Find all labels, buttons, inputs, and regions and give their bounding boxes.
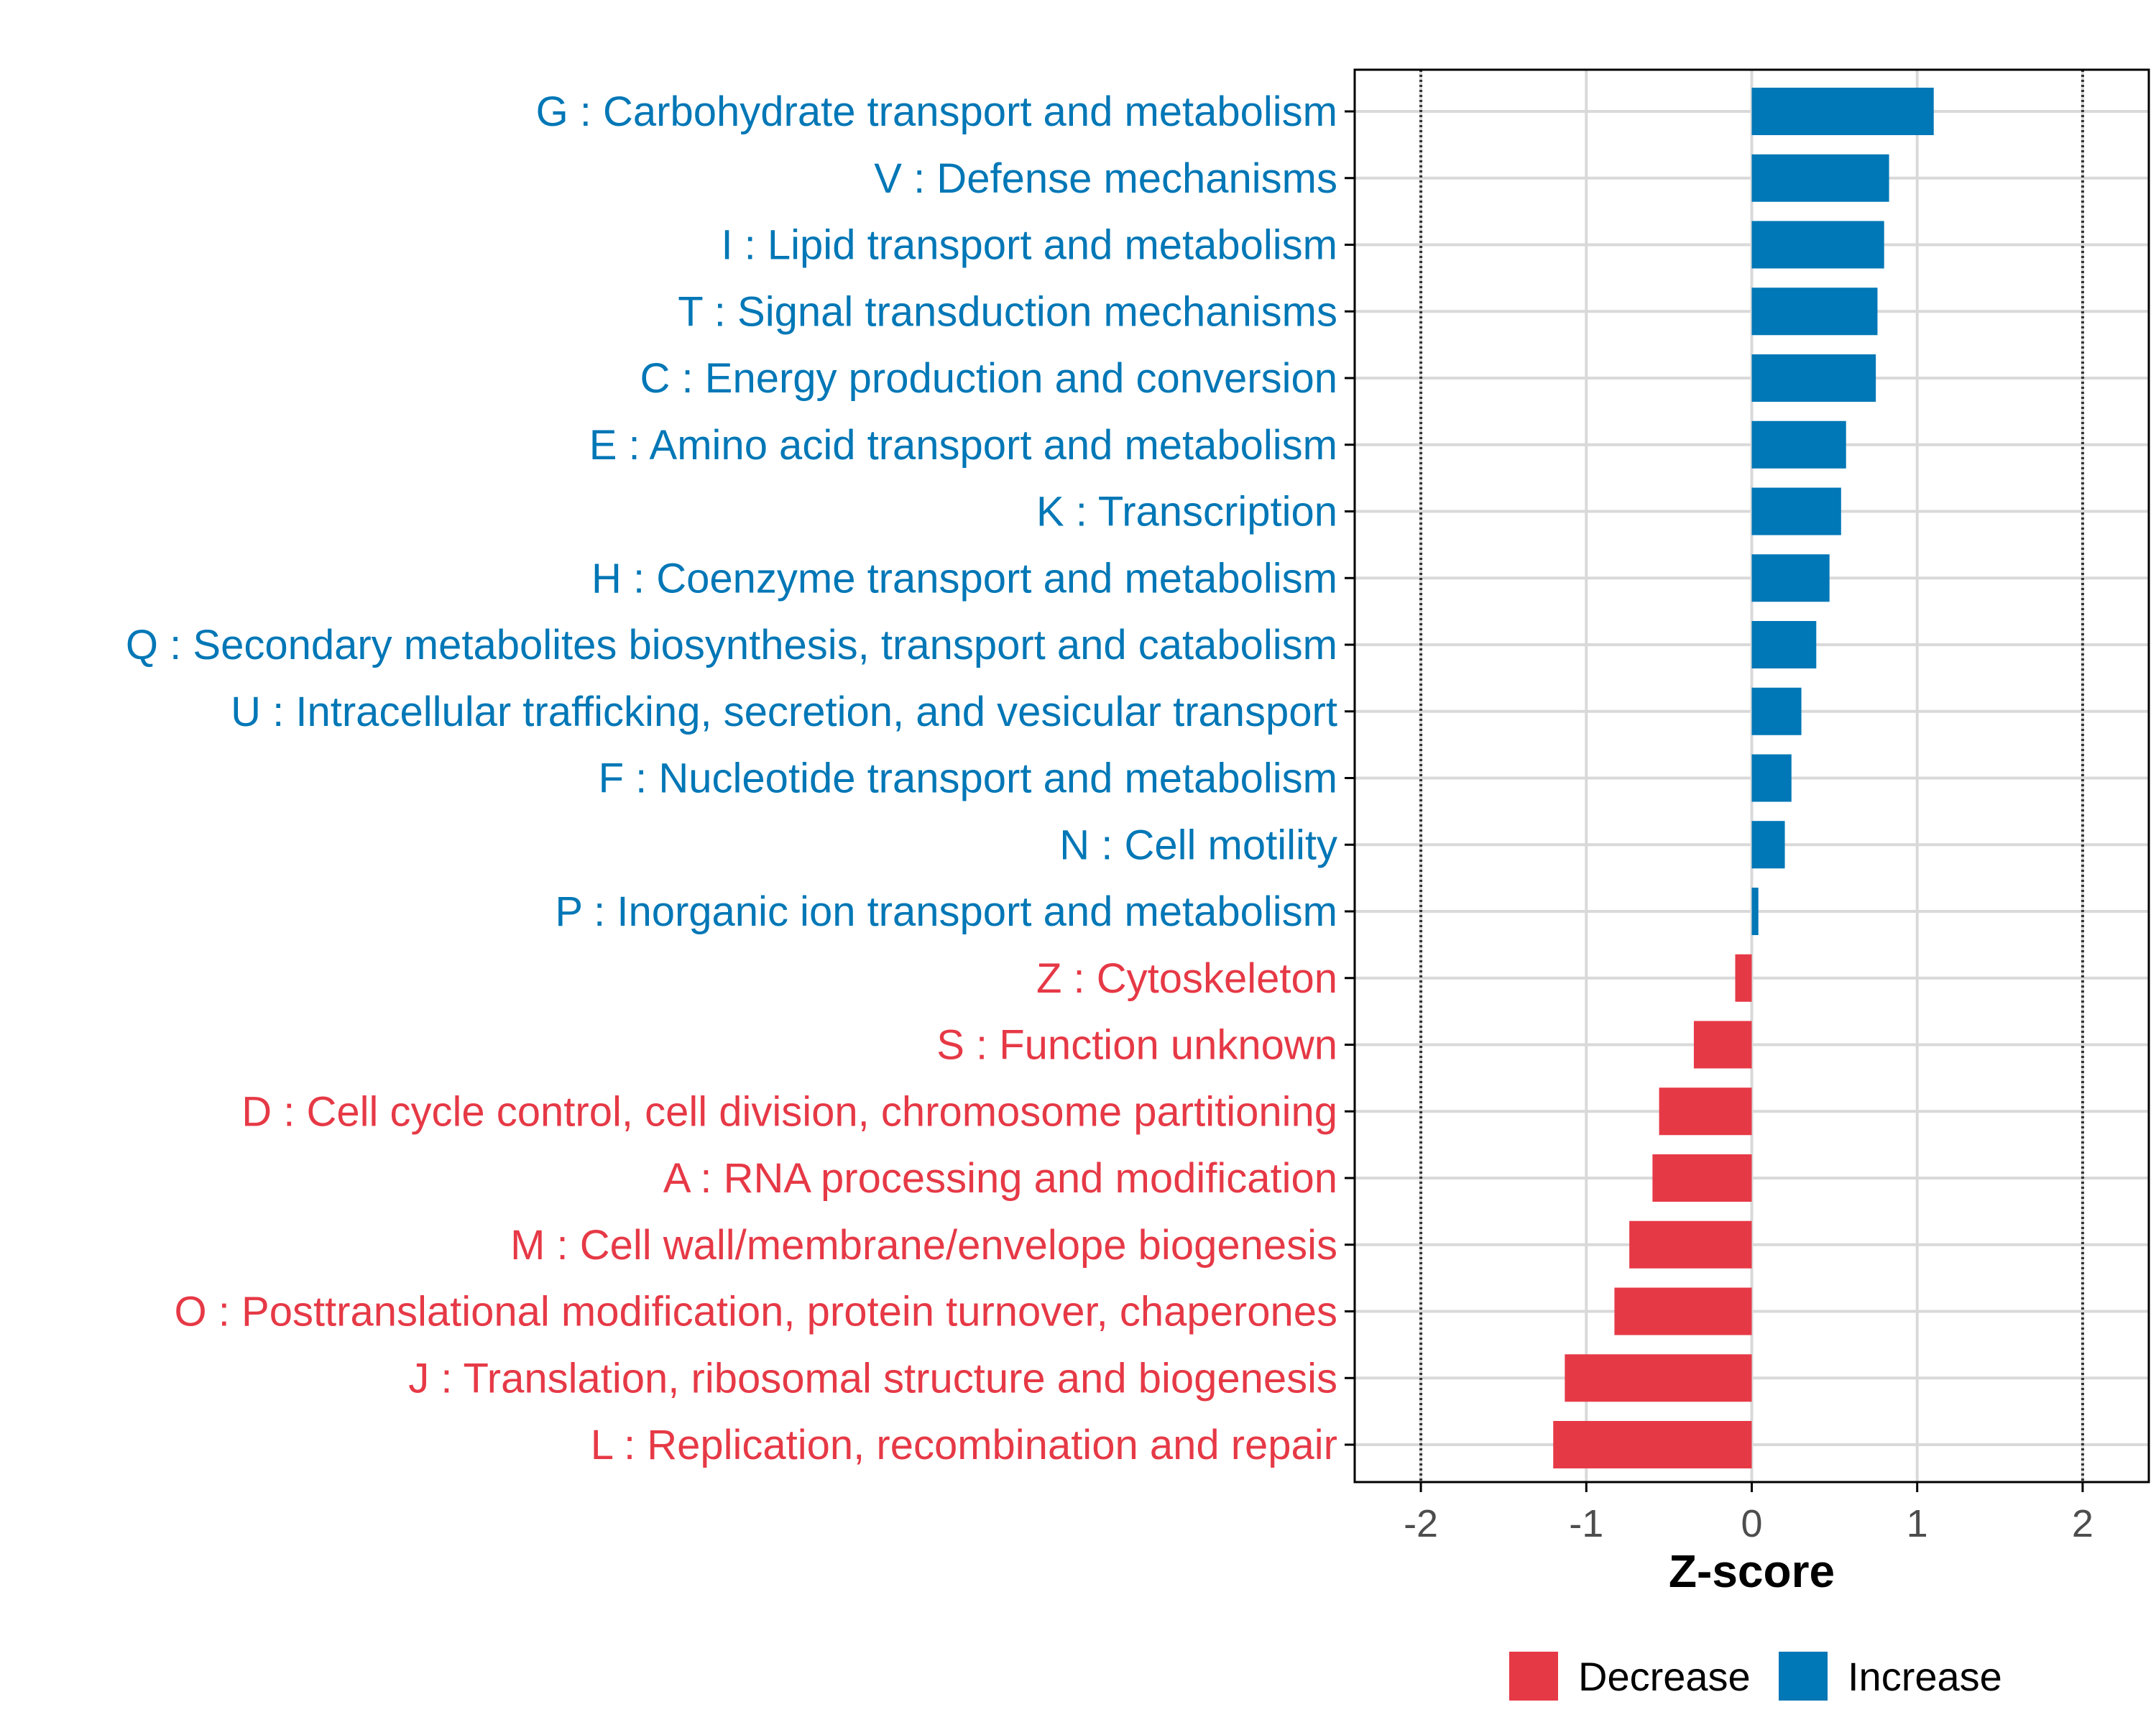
category-label: S : Function unknown [936,1022,1337,1069]
x-axis-title: Z-score [1669,1545,1835,1597]
x-tick-label: -2 [1404,1502,1438,1545]
bar-j [1565,1354,1752,1402]
category-label: K : Transcription [1036,489,1337,535]
category-label: C : Energy production and conversion [640,355,1337,402]
category-label: V : Defense mechanisms [874,155,1337,202]
category-label: G : Carbohydrate transport and metabolis… [536,88,1337,135]
legend-label-increase: Increase [1848,1654,2002,1699]
category-label: H : Coenzyme transport and metabolism [591,555,1337,602]
bar-h [1751,554,1830,602]
bar-q [1751,621,1817,668]
category-label: J : Translation, ribosomal structure and… [408,1355,1337,1402]
category-label: U : Intracellular trafficking, secretion… [231,689,1337,735]
category-label: M : Cell wall/membrane/envelope biogenes… [510,1222,1337,1269]
bar-i [1751,221,1884,269]
bar-s [1693,1021,1752,1069]
bar-o [1614,1287,1752,1335]
category-label: N : Cell motility [1059,822,1337,868]
bar-m [1629,1220,1752,1269]
category-label: E : Amino acid transport and metabolism [589,422,1337,469]
category-label: O : Posttranslational modification, prot… [175,1289,1337,1335]
category-label: I : Lipid transport and metabolism [721,222,1337,269]
bar-t [1751,288,1878,336]
bar-z [1735,954,1752,1002]
x-tick-label: 1 [1907,1502,1928,1545]
category-label: Q : Secondary metabolites biosynthesis, … [126,622,1337,668]
category-label: D : Cell cycle control, cell division, c… [241,1088,1337,1135]
category-label: F : Nucleotide transport and metabolism [599,755,1337,802]
category-label: T : Signal transduction mechanisms [678,288,1337,335]
bar-d [1659,1087,1752,1136]
legend-label-decrease: Decrease [1578,1654,1751,1699]
legend-swatch-increase [1779,1652,1828,1701]
category-label: A : RNA processing and modification [663,1155,1337,1202]
bar-l [1553,1421,1752,1468]
bar-c [1751,354,1876,402]
category-label: L : Replication, recombination and repai… [591,1422,1337,1468]
bar-u [1751,687,1802,735]
bar-k [1751,487,1841,535]
bar-n [1751,821,1785,869]
x-tick-label: 0 [1741,1502,1762,1545]
x-tick-label: 2 [2072,1502,2093,1545]
category-label: Z : Cytoskeleton [1036,955,1337,1002]
bar-f [1751,754,1792,802]
bar-p [1751,888,1759,935]
category-label: P : Inorganic ion transport and metaboli… [555,888,1337,935]
bar-g [1751,88,1934,135]
x-tick-label: -1 [1569,1502,1603,1545]
bar-e [1751,420,1846,469]
bar-a [1652,1154,1752,1202]
bar-v [1751,154,1889,202]
legend-swatch-decrease [1509,1652,1558,1701]
